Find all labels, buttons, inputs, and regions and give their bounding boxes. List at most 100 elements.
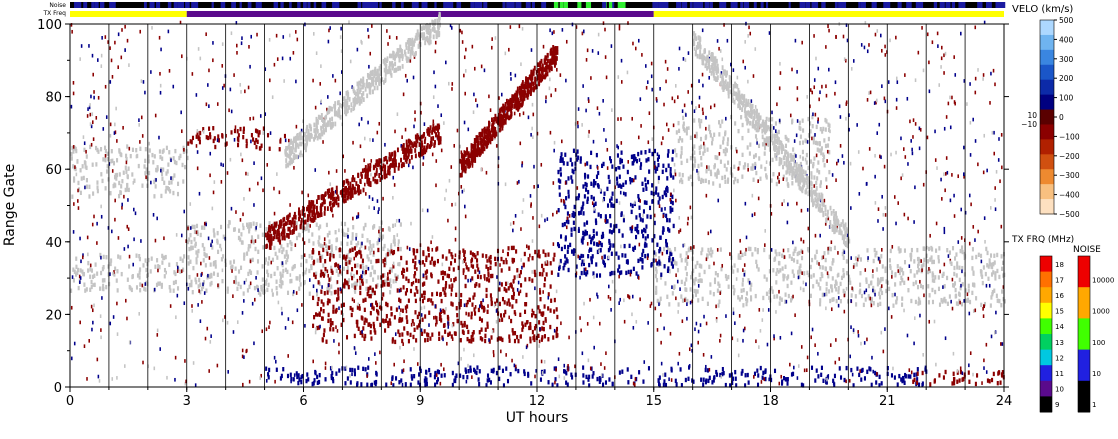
scatter-cell (301, 153, 303, 158)
data-cell (126, 277, 129, 282)
data-cell (473, 253, 476, 258)
data-cell (967, 370, 970, 375)
data-cell (696, 289, 699, 294)
scatter-cell (296, 37, 299, 42)
data-cell (942, 271, 945, 277)
data-cell (816, 260, 819, 265)
scatter-cell (454, 253, 457, 258)
data-cell (101, 286, 104, 291)
scatter-cell (498, 281, 501, 286)
scatter-cell (363, 158, 365, 163)
scatter-cell (111, 75, 114, 79)
data-cell (165, 171, 168, 176)
data-cell (971, 255, 974, 261)
scatter-cell (270, 260, 273, 265)
scatter-cell (408, 247, 411, 251)
scatter-cell (391, 312, 393, 316)
data-cell (272, 222, 275, 228)
data-cell (498, 365, 501, 370)
data-cell (305, 378, 308, 384)
data-cell (517, 338, 520, 344)
data-cell (718, 132, 721, 137)
data-cell (801, 118, 804, 123)
scatter-cell (618, 166, 621, 170)
data-cell (534, 314, 537, 319)
scatter-cell (591, 201, 594, 206)
data-cell (426, 332, 429, 337)
scatter-cell (328, 28, 330, 33)
scatter-cell (941, 45, 943, 50)
data-cell (416, 248, 419, 254)
scatter-cell (289, 56, 292, 61)
data-cell (214, 264, 217, 269)
scatter-cell (465, 262, 467, 266)
data-cell (711, 380, 714, 385)
data-cell (717, 303, 720, 308)
data-cell (259, 146, 262, 151)
data-cell (583, 231, 586, 237)
data-cell (933, 278, 936, 283)
data-cell (188, 246, 191, 252)
scatter-cell (705, 115, 707, 120)
scatter-cell (660, 340, 662, 345)
scatter-cell (660, 141, 663, 146)
scatter-cell (884, 44, 886, 49)
data-cell (82, 175, 85, 181)
data-cell (644, 228, 647, 234)
data-cell (512, 295, 515, 300)
scatter-cell (378, 207, 380, 211)
data-cell (283, 133, 286, 139)
scatter-cell (234, 125, 237, 130)
data-cell (839, 299, 842, 304)
data-cell (637, 258, 640, 264)
scatter-cell (953, 193, 955, 198)
data-cell (631, 161, 634, 166)
scatter-cell (838, 357, 841, 361)
scatter-cell (683, 243, 686, 247)
data-cell (571, 162, 574, 167)
scatter-cell (801, 250, 804, 255)
noise-bar-segment (821, 2, 825, 8)
data-cell (261, 287, 264, 292)
data-cell (501, 368, 504, 373)
scatter-cell (773, 334, 775, 338)
data-cell (654, 169, 657, 174)
scatter-cell (581, 351, 584, 356)
data-cell (993, 260, 996, 265)
data-cell (441, 254, 444, 259)
scatter-cell (980, 259, 983, 264)
data-cell (478, 283, 481, 288)
scatter-cell (478, 270, 481, 275)
data-cell (161, 260, 164, 265)
data-cell (744, 251, 747, 256)
data-cell (759, 365, 762, 371)
scatter-cell (634, 383, 636, 387)
scatter-cell (140, 79, 143, 83)
data-cell (798, 140, 802, 146)
data-cell (101, 178, 104, 184)
data-cell (292, 264, 295, 270)
data-layer (70, 11, 1006, 388)
data-cell (472, 295, 475, 300)
scatter-cell (995, 310, 997, 315)
data-cell (803, 271, 806, 276)
data-cell (613, 224, 616, 229)
scatter-cell (675, 198, 677, 203)
noise-bar-segment (456, 2, 462, 8)
data-cell (338, 253, 341, 259)
data-cell (281, 280, 284, 285)
scatter-cell (185, 239, 188, 243)
noise-bar-segment (942, 2, 945, 8)
scatter-cell (243, 197, 245, 201)
data-cell (646, 214, 649, 219)
data-cell (488, 377, 491, 383)
scatter-cell (196, 129, 199, 133)
data-cell (256, 139, 259, 145)
data-cell (233, 128, 236, 134)
data-cell (285, 249, 288, 255)
data-cell (986, 263, 989, 268)
data-cell (77, 187, 81, 192)
data-cell (566, 161, 569, 166)
data-cell (359, 290, 362, 296)
data-cell (648, 205, 652, 211)
